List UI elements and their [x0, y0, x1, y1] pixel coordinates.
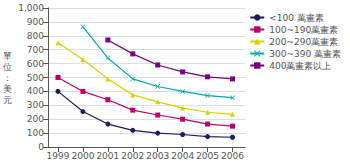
svg-text:700: 700: [27, 45, 44, 55]
svg-text:美: 美: [3, 84, 12, 94]
svg-text:100: 100: [27, 128, 44, 138]
svg-text:200~290萬畫素: 200~290萬畫素: [269, 37, 338, 47]
svg-text:400: 400: [27, 86, 44, 96]
svg-text:2002: 2002: [121, 151, 144, 161]
svg-text:600: 600: [27, 59, 44, 69]
svg-text:2001: 2001: [96, 151, 119, 161]
svg-text:800: 800: [27, 31, 44, 41]
svg-text:2003: 2003: [146, 151, 169, 161]
svg-text:：: ：: [3, 73, 12, 83]
svg-text:1999: 1999: [47, 151, 70, 161]
svg-text:元: 元: [3, 95, 12, 105]
svg-text:<100 萬畫素: <100 萬畫素: [269, 13, 324, 23]
svg-text:2005: 2005: [196, 151, 219, 161]
svg-text:500: 500: [27, 73, 44, 83]
svg-text:900: 900: [27, 17, 44, 27]
svg-text:400萬畫素以上: 400萬畫素以上: [269, 61, 331, 71]
svg-text:2006: 2006: [221, 151, 244, 161]
svg-text:300: 300: [27, 100, 44, 110]
svg-text:2000: 2000: [71, 151, 94, 161]
svg-text:300~390 萬畫素: 300~390 萬畫素: [269, 49, 341, 59]
svg-text:100~190萬畫素: 100~190萬畫素: [269, 25, 338, 35]
svg-text:2004: 2004: [171, 151, 194, 161]
svg-text:1,000: 1,000: [18, 3, 44, 13]
svg-text:單: 單: [3, 51, 12, 61]
svg-text:0: 0: [38, 142, 44, 152]
svg-text:200: 200: [27, 114, 44, 124]
svg-text:位: 位: [3, 62, 12, 72]
